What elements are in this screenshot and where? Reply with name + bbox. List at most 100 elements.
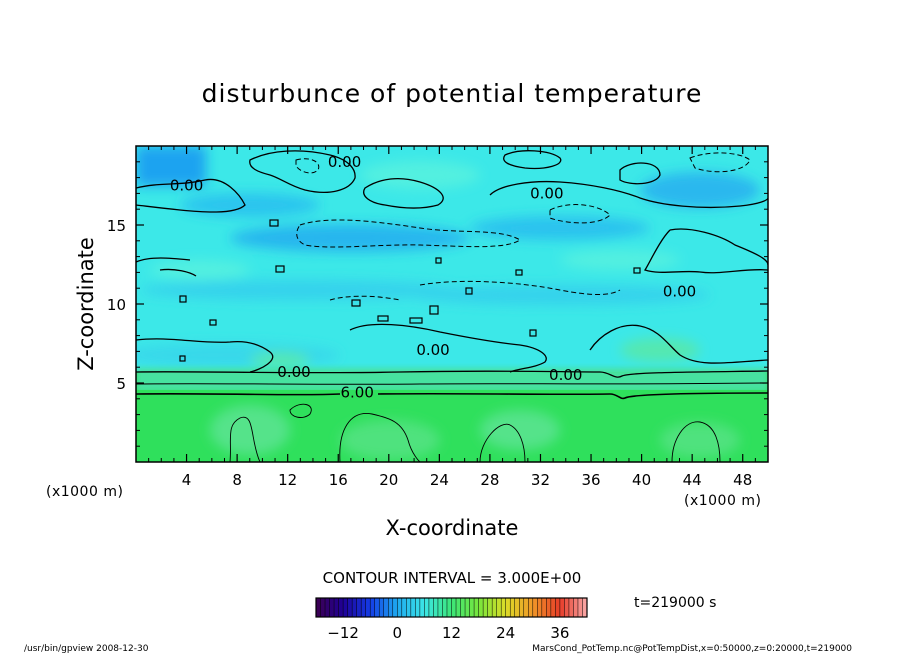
y-tick-label: 5: [116, 375, 126, 393]
contour-zero-top-right: [503, 150, 562, 170]
colorbar-cell: [501, 598, 506, 617]
colorbar-cell: [505, 598, 511, 617]
colorbar-cell: [451, 598, 457, 617]
contour-neg-1: [295, 158, 320, 174]
colorbar-frame: [315, 597, 588, 618]
x-tick-label: 12: [278, 471, 297, 489]
x-tick-label: 48: [733, 471, 752, 489]
colorbar-cell: [370, 598, 376, 617]
colorbar-cell: [523, 598, 529, 617]
colorbar-cell: [356, 598, 362, 617]
x-tick-label: 4: [182, 471, 192, 489]
colorbar-cell: [415, 598, 421, 617]
colorbar-cell: [456, 598, 461, 617]
colorbar-cell: [577, 598, 583, 617]
colorbar-cell: [325, 598, 330, 617]
colorbar-cell: [365, 598, 371, 617]
colorbar-cell: [573, 598, 579, 617]
colorbar-cell: [406, 598, 412, 617]
colorbar-cell: [352, 598, 357, 617]
upper-layer-variations: [136, 146, 760, 368]
contour-label: 0.00: [277, 363, 310, 381]
colorbar-cell: [546, 598, 552, 617]
contour-closed-5: [671, 421, 721, 462]
colorbar-tick-label: −12: [327, 624, 359, 642]
colorbar-cell: [519, 598, 525, 617]
colorbar-cell: [532, 598, 538, 617]
x-tick-label: 32: [531, 471, 550, 489]
colorbar-cell: [528, 598, 534, 617]
contour-line-4: [136, 382, 768, 385]
colorbar-tick-label: 12: [442, 624, 461, 642]
contour-zero-top-mid: [249, 150, 356, 193]
heatmap-field: [136, 146, 768, 462]
x-tick-label: 8: [232, 471, 242, 489]
contour-closed-4: [479, 423, 526, 462]
colorbar-cell: [564, 598, 570, 617]
colorbar-cell: [442, 598, 448, 617]
x-unit-right: (x1000 m): [684, 493, 761, 509]
colorbar-cell: [550, 598, 556, 617]
x-tick-label: 28: [480, 471, 499, 489]
y-axis-label: Z-coordinate: [74, 237, 98, 371]
contour-closed-1: [229, 416, 261, 462]
contour-zero-top-far-right: [619, 162, 661, 185]
colorbar-cell: [424, 598, 430, 617]
contour-zero-low-mid: [349, 323, 547, 373]
footer-right: MarsCond_PotTemp.nc@PotTempDist,x=0:5000…: [532, 644, 852, 654]
y-tick-label: 10: [107, 296, 126, 314]
colorbar-cell: [397, 598, 403, 617]
x-tick-label: 36: [581, 471, 600, 489]
colorbar-cell: [492, 598, 497, 617]
colorbar-cell: [338, 598, 344, 617]
colorbar-cell: [401, 598, 407, 617]
colorbar-cell: [433, 598, 439, 617]
y-tick-label: 15: [107, 217, 126, 235]
contour-zero-right-band: [489, 180, 768, 209]
colorbar-cell: [428, 598, 434, 617]
x-tick-label: 44: [683, 471, 702, 489]
colorbar-cell: [559, 598, 565, 617]
colorbar-cell: [361, 598, 366, 617]
contour-label: 0.00: [328, 153, 361, 171]
contour-zero-low-right: [589, 324, 768, 364]
colorbar-cell: [483, 598, 488, 617]
colorbar-cell: [388, 598, 394, 617]
colorbar-cell: [474, 598, 479, 617]
colorbar-ticks: −12 0 12 24 36: [327, 624, 569, 642]
contour-closed-2: [289, 403, 312, 418]
colorbar-cell: [460, 598, 466, 617]
contour-label: 0.00: [170, 177, 203, 195]
footer-left: /usr/bin/gpview 2008-12-30: [24, 644, 149, 654]
colorbar-tick-label: 24: [496, 624, 515, 642]
colorbar-cell: [347, 598, 353, 617]
colorbar-cell: [343, 598, 348, 617]
contour-zero-low-left: [136, 338, 274, 373]
colorbar-cell: [555, 598, 561, 617]
lower-layer-variations: [210, 405, 740, 460]
contour-zero-right-mid: [644, 228, 768, 274]
contour-labels: 0.00 0.00 0.00 0.00 0.00 0.00 0.00 6.00: [170, 153, 696, 402]
x-tick-label: 20: [379, 471, 398, 489]
colorbar-cell: [410, 598, 416, 617]
colorbar-cell: [487, 598, 493, 617]
x-tick-label: 40: [632, 471, 651, 489]
x-tick-label: 16: [329, 471, 348, 489]
colorbar-cell: [469, 598, 475, 617]
contour-zero-left-fragments: [136, 257, 197, 277]
colorbar-cell: [379, 598, 385, 617]
contour-neg-6: [329, 295, 401, 301]
colorbar-cell: [496, 598, 502, 617]
colorbar-cell: [329, 598, 335, 617]
colorbar-tick-label: 0: [393, 624, 403, 642]
contour-label: 0.00: [416, 341, 449, 359]
contour-negative-lines: [295, 152, 751, 301]
colorbar-cell: [537, 598, 543, 617]
contour-zero-mid-blob: [363, 177, 444, 209]
contour-closed-3: [339, 413, 421, 462]
contour-label: 6.00: [340, 383, 373, 401]
contour-zero-top-left: [136, 178, 246, 213]
colorbar-cell: [320, 598, 326, 617]
y-axis-ticks: 5 10 15: [107, 161, 768, 447]
